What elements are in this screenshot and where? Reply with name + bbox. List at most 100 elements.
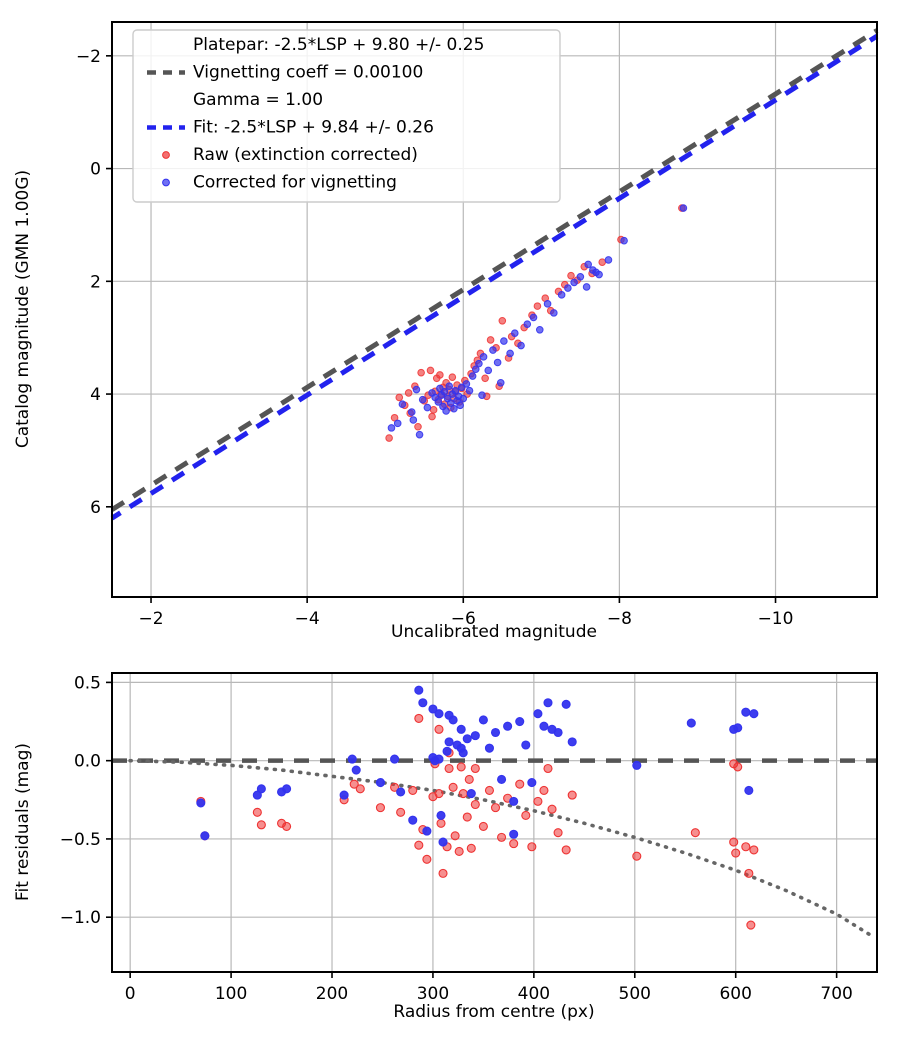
residual-point (527, 842, 537, 852)
scatter-point (475, 359, 483, 368)
x-tick-label: 200 (316, 984, 348, 1004)
top-legend: Platepar: -2.5*LSP + 9.80 +/- 0.25 Vignet… (132, 29, 561, 203)
scatter-point (471, 365, 480, 374)
scatter-point (442, 407, 450, 415)
scatter-point (604, 256, 613, 264)
residual-point (464, 774, 474, 785)
residual-point (200, 831, 210, 841)
scatter-point (496, 378, 505, 387)
x-tick-label: −4 (295, 609, 320, 629)
panel-fit-residuals: 0 100 200 300 400 500 600 700 0.5 0.0 −0.5 −1.0 Rad… (13, 672, 878, 1022)
residual-point (497, 774, 507, 785)
y-tick-label: 4 (90, 385, 101, 405)
x-tick-label: 500 (619, 984, 651, 1004)
scatter-point (429, 406, 438, 414)
residual-point (436, 810, 446, 821)
scatter-point (395, 393, 404, 402)
scatter-point (533, 302, 542, 310)
scatter-point (500, 337, 508, 345)
legend-label: Corrected for vignetting (193, 173, 397, 193)
residual-point (436, 818, 446, 828)
scatter-point (465, 386, 474, 395)
residual-point (196, 798, 206, 808)
top-y-axis-label: Catalog magnitude (GMN 1.00G) (13, 170, 33, 448)
top-x-axis-label: Uncalibrated magnitude (391, 622, 597, 642)
residual-point (252, 790, 262, 800)
residual-point (470, 763, 480, 774)
residual-point (509, 839, 519, 849)
residual-point (438, 868, 448, 878)
top-fit-lines (110, 28, 879, 521)
scatter-point (550, 309, 558, 317)
residual-point (744, 785, 754, 795)
scatter-point (448, 373, 457, 381)
residual-point (396, 807, 406, 817)
residual-point (686, 718, 696, 728)
legend-marker-handle (162, 178, 170, 187)
residual-point (539, 785, 549, 795)
residual-point (733, 723, 743, 733)
top-scatter-corrected (387, 204, 688, 439)
legend-label: Fit: -2.5*LSP + 9.84 +/- 0.26 (193, 118, 434, 138)
scatter-point (489, 346, 497, 354)
x-tick-label: −8 (607, 609, 632, 629)
residual-point (749, 709, 759, 719)
scatter-point (598, 258, 607, 266)
line-platepar (110, 28, 879, 512)
residual-point (741, 707, 751, 717)
scatter-point (564, 284, 572, 292)
top-axis-ticks: −2 −4 −6 −8 −10 −2 0 2 4 6 (76, 47, 794, 629)
x-tick-label: −10 (758, 609, 794, 629)
scatter-point (414, 422, 422, 431)
vignetting-model-curve (128, 758, 874, 938)
scatter-point (390, 413, 399, 422)
residual-point (553, 727, 563, 738)
residual-point (470, 799, 480, 810)
residual-point (543, 698, 553, 708)
residual-point (434, 754, 444, 764)
residual-point (390, 782, 400, 792)
scatter-point (434, 398, 443, 406)
residual-point (256, 820, 266, 830)
scatter-point (423, 403, 432, 412)
scatter-point (440, 388, 449, 396)
residual-point (462, 812, 472, 822)
residual-point (527, 778, 537, 788)
residual-point (355, 784, 365, 794)
scatter-point (409, 416, 418, 424)
scatter-point (557, 291, 566, 299)
residual-point (256, 784, 266, 794)
residual-point (561, 699, 571, 709)
scatter-point (451, 386, 460, 395)
scatter-point (479, 353, 488, 361)
residual-point (442, 746, 452, 756)
scatter-point (445, 382, 454, 390)
y-tick-label: 0.5 (74, 673, 101, 693)
residual-point (503, 721, 513, 731)
scatter-point (407, 408, 416, 416)
scatter-point (459, 394, 468, 403)
residual-point (484, 743, 495, 753)
scatter-point (404, 389, 413, 397)
residual-point (561, 845, 571, 855)
scatter-point (387, 424, 396, 432)
residual-point (547, 804, 557, 814)
residual-point (729, 837, 739, 847)
residual-point (428, 704, 438, 714)
scatter-point (576, 273, 585, 281)
y-tick-label: −1.0 (60, 908, 101, 928)
legend-entries: Platepar: -2.5*LSP + 9.80 +/- 0.25 Vignet… (147, 35, 484, 193)
bottom-scatter-corrected (196, 685, 759, 847)
residual-point (414, 713, 424, 723)
scatter-point (506, 349, 514, 358)
scatter-point (523, 320, 532, 328)
residual-point (414, 840, 424, 850)
x-tick-label: −6 (451, 609, 476, 629)
residual-point (567, 737, 577, 747)
residual-point (434, 709, 444, 719)
scatter-point (567, 271, 575, 280)
residual-point (521, 740, 531, 750)
legend-label: Raw (extinction corrected) (193, 145, 418, 165)
residual-point (462, 734, 472, 744)
